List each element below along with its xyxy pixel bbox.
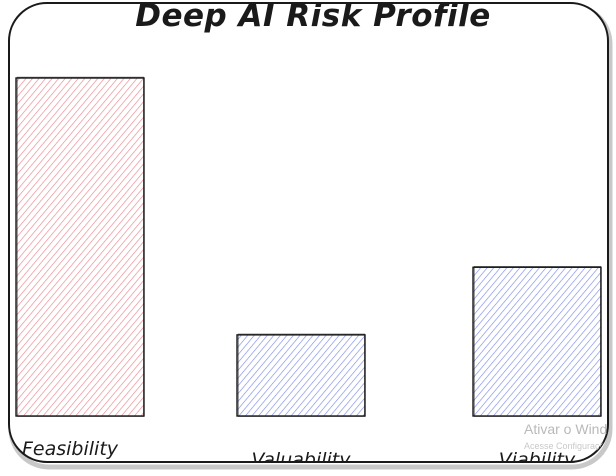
bar-viability bbox=[472, 266, 602, 417]
bar-valuability bbox=[236, 333, 366, 417]
bar-fill bbox=[473, 267, 601, 416]
category-label-viability: Viability bbox=[499, 449, 576, 471]
bars-group bbox=[15, 76, 602, 417]
watermark-subtext: Acesse Configurações para ativar o Windo… bbox=[524, 441, 616, 451]
bar-outline-sketch bbox=[16, 76, 145, 417]
bar-fill bbox=[16, 78, 144, 416]
bar-feasibility bbox=[15, 76, 145, 417]
bar-outline-sketch bbox=[237, 333, 365, 417]
frame-border bbox=[8, 2, 609, 463]
watermark-text: Ativar o Windows bbox=[524, 421, 616, 437]
category-labels: Feasibility Valuability Viability bbox=[22, 438, 576, 471]
bar-fill bbox=[237, 334, 365, 416]
bar-outline-sketch bbox=[473, 266, 602, 417]
category-label-feasibility: Feasibility bbox=[22, 438, 119, 460]
chart-title: Deep AI Risk Profile bbox=[135, 0, 491, 34]
category-label-valuability: Valuability bbox=[252, 449, 352, 471]
